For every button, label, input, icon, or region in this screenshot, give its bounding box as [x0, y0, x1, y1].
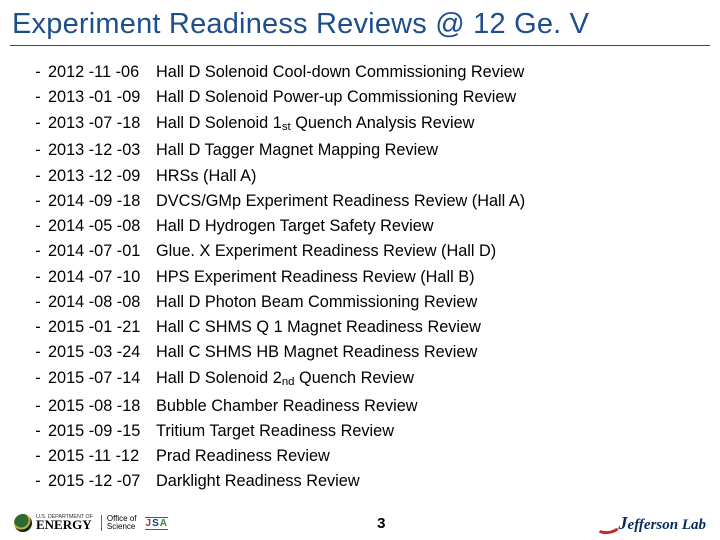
review-date: 2015 -11 -12 [48, 444, 156, 469]
review-desc: Tritium Target Readiness Review [156, 419, 702, 444]
review-desc: Darklight Readiness Review [156, 469, 702, 494]
bullet: - [28, 366, 48, 391]
page-title: Experiment Readiness Reviews @ 12 Ge. V [0, 0, 720, 45]
review-date: 2015 -07 -14 [48, 366, 156, 391]
footer: U.S. DEPARTMENT OF ENERGY Office of Scie… [0, 510, 720, 540]
review-desc: HPS Experiment Readiness Review (Hall B) [156, 265, 702, 290]
review-desc: Hall D Solenoid Cool-down Commissioning … [156, 60, 702, 85]
review-desc: Glue. X Experiment Readiness Review (Hal… [156, 239, 702, 264]
list-item: -2015 -11 -12Prad Readiness Review [28, 444, 702, 469]
review-date: 2013 -01 -09 [48, 85, 156, 110]
review-desc: Prad Readiness Review [156, 444, 702, 469]
review-date: 2012 -11 -06 [48, 60, 156, 85]
bullet: - [28, 85, 48, 110]
list-item: -2014 -09 -18DVCS/GMp Experiment Readine… [28, 189, 702, 214]
review-date: 2013 -12 -09 [48, 164, 156, 189]
list-item: -2015 -03 -24Hall C SHMS HB Magnet Readi… [28, 340, 702, 365]
bullet: - [28, 444, 48, 469]
review-date: 2014 -08 -08 [48, 290, 156, 315]
list-item: -2013 -01 -09Hall D Solenoid Power-up Co… [28, 85, 702, 110]
list-item: -2014 -08 -08Hall D Photon Beam Commissi… [28, 290, 702, 315]
review-desc: DVCS/GMp Experiment Readiness Review (Ha… [156, 189, 702, 214]
list-item: -2015 -09 -15Tritium Target Readiness Re… [28, 419, 702, 444]
list-item: -2015 -01 -21Hall C SHMS Q 1 Magnet Read… [28, 315, 702, 340]
list-item: -2014 -07 -01Glue. X Experiment Readines… [28, 239, 702, 264]
review-date: 2015 -09 -15 [48, 419, 156, 444]
jlab-text: Jefferson Lab [619, 513, 706, 534]
list-item: -2012 -11 -06Hall D Solenoid Cool-down C… [28, 60, 702, 85]
review-date: 2015 -03 -24 [48, 340, 156, 365]
bullet: - [28, 239, 48, 264]
office-l2: Science [107, 523, 137, 531]
list-item: -2015 -08 -18Bubble Chamber Readiness Re… [28, 394, 702, 419]
bullet: - [28, 214, 48, 239]
review-date: 2013 -07 -18 [48, 111, 156, 136]
bullet: - [28, 189, 48, 214]
doe-logo: U.S. DEPARTMENT OF ENERGY [14, 514, 93, 532]
list-item: -2014 -05 -08Hall D Hydrogen Target Safe… [28, 214, 702, 239]
list-item: -2014 -07 -10HPS Experiment Readiness Re… [28, 265, 702, 290]
review-desc: Bubble Chamber Readiness Review [156, 394, 702, 419]
review-date: 2015 -12 -07 [48, 469, 156, 494]
title-underline [10, 45, 710, 46]
jlab-swoosh-icon [595, 516, 617, 530]
doe-seal-icon [14, 514, 32, 532]
review-desc: HRSs (Hall A) [156, 164, 702, 189]
review-date: 2014 -07 -01 [48, 239, 156, 264]
list-item: -2013 -12 -03Hall D Tagger Magnet Mappin… [28, 138, 702, 163]
review-list: -2012 -11 -06Hall D Solenoid Cool-down C… [0, 56, 720, 495]
office-of-science: Office of Science [101, 515, 137, 532]
bullet: - [28, 265, 48, 290]
review-desc: Hall D Solenoid 2nd Quench Review [156, 366, 702, 394]
list-item: -2013 -12 -09HRSs (Hall A) [28, 164, 702, 189]
bullet: - [28, 394, 48, 419]
review-desc: Hall C SHMS Q 1 Magnet Readiness Review [156, 315, 702, 340]
review-date: 2013 -12 -03 [48, 138, 156, 163]
list-item: -2013 -07 -18Hall D Solenoid 1st Quench … [28, 111, 702, 139]
bullet: - [28, 469, 48, 494]
jlab-logo: Jefferson Lab [595, 513, 706, 534]
review-date: 2015 -01 -21 [48, 315, 156, 340]
review-desc: Hall D Solenoid Power-up Commissioning R… [156, 85, 702, 110]
review-date: 2014 -09 -18 [48, 189, 156, 214]
review-desc: Hall D Photon Beam Commissioning Review [156, 290, 702, 315]
bullet: - [28, 164, 48, 189]
review-date: 2015 -08 -18 [48, 394, 156, 419]
doe-text: ENERGY [36, 517, 92, 532]
review-desc: Hall D Solenoid 1st Quench Analysis Revi… [156, 111, 702, 139]
review-desc: Hall C SHMS HB Magnet Readiness Review [156, 340, 702, 365]
review-date: 2014 -07 -10 [48, 265, 156, 290]
review-desc: Hall D Tagger Magnet Mapping Review [156, 138, 702, 163]
review-desc: Hall D Hydrogen Target Safety Review [156, 214, 702, 239]
bullet: - [28, 138, 48, 163]
bullet: - [28, 340, 48, 365]
list-item: -2015 -12 -07Darklight Readiness Review [28, 469, 702, 494]
bullet: - [28, 290, 48, 315]
list-item: -2015 -07 -14Hall D Solenoid 2nd Quench … [28, 366, 702, 394]
page-number: 3 [377, 515, 385, 532]
bullet: - [28, 111, 48, 136]
bullet: - [28, 419, 48, 444]
review-date: 2014 -05 -08 [48, 214, 156, 239]
bullet: - [28, 315, 48, 340]
bullet: - [28, 60, 48, 85]
footer-left: U.S. DEPARTMENT OF ENERGY Office of Scie… [14, 514, 168, 532]
jsa-logo: JSA [145, 517, 168, 530]
